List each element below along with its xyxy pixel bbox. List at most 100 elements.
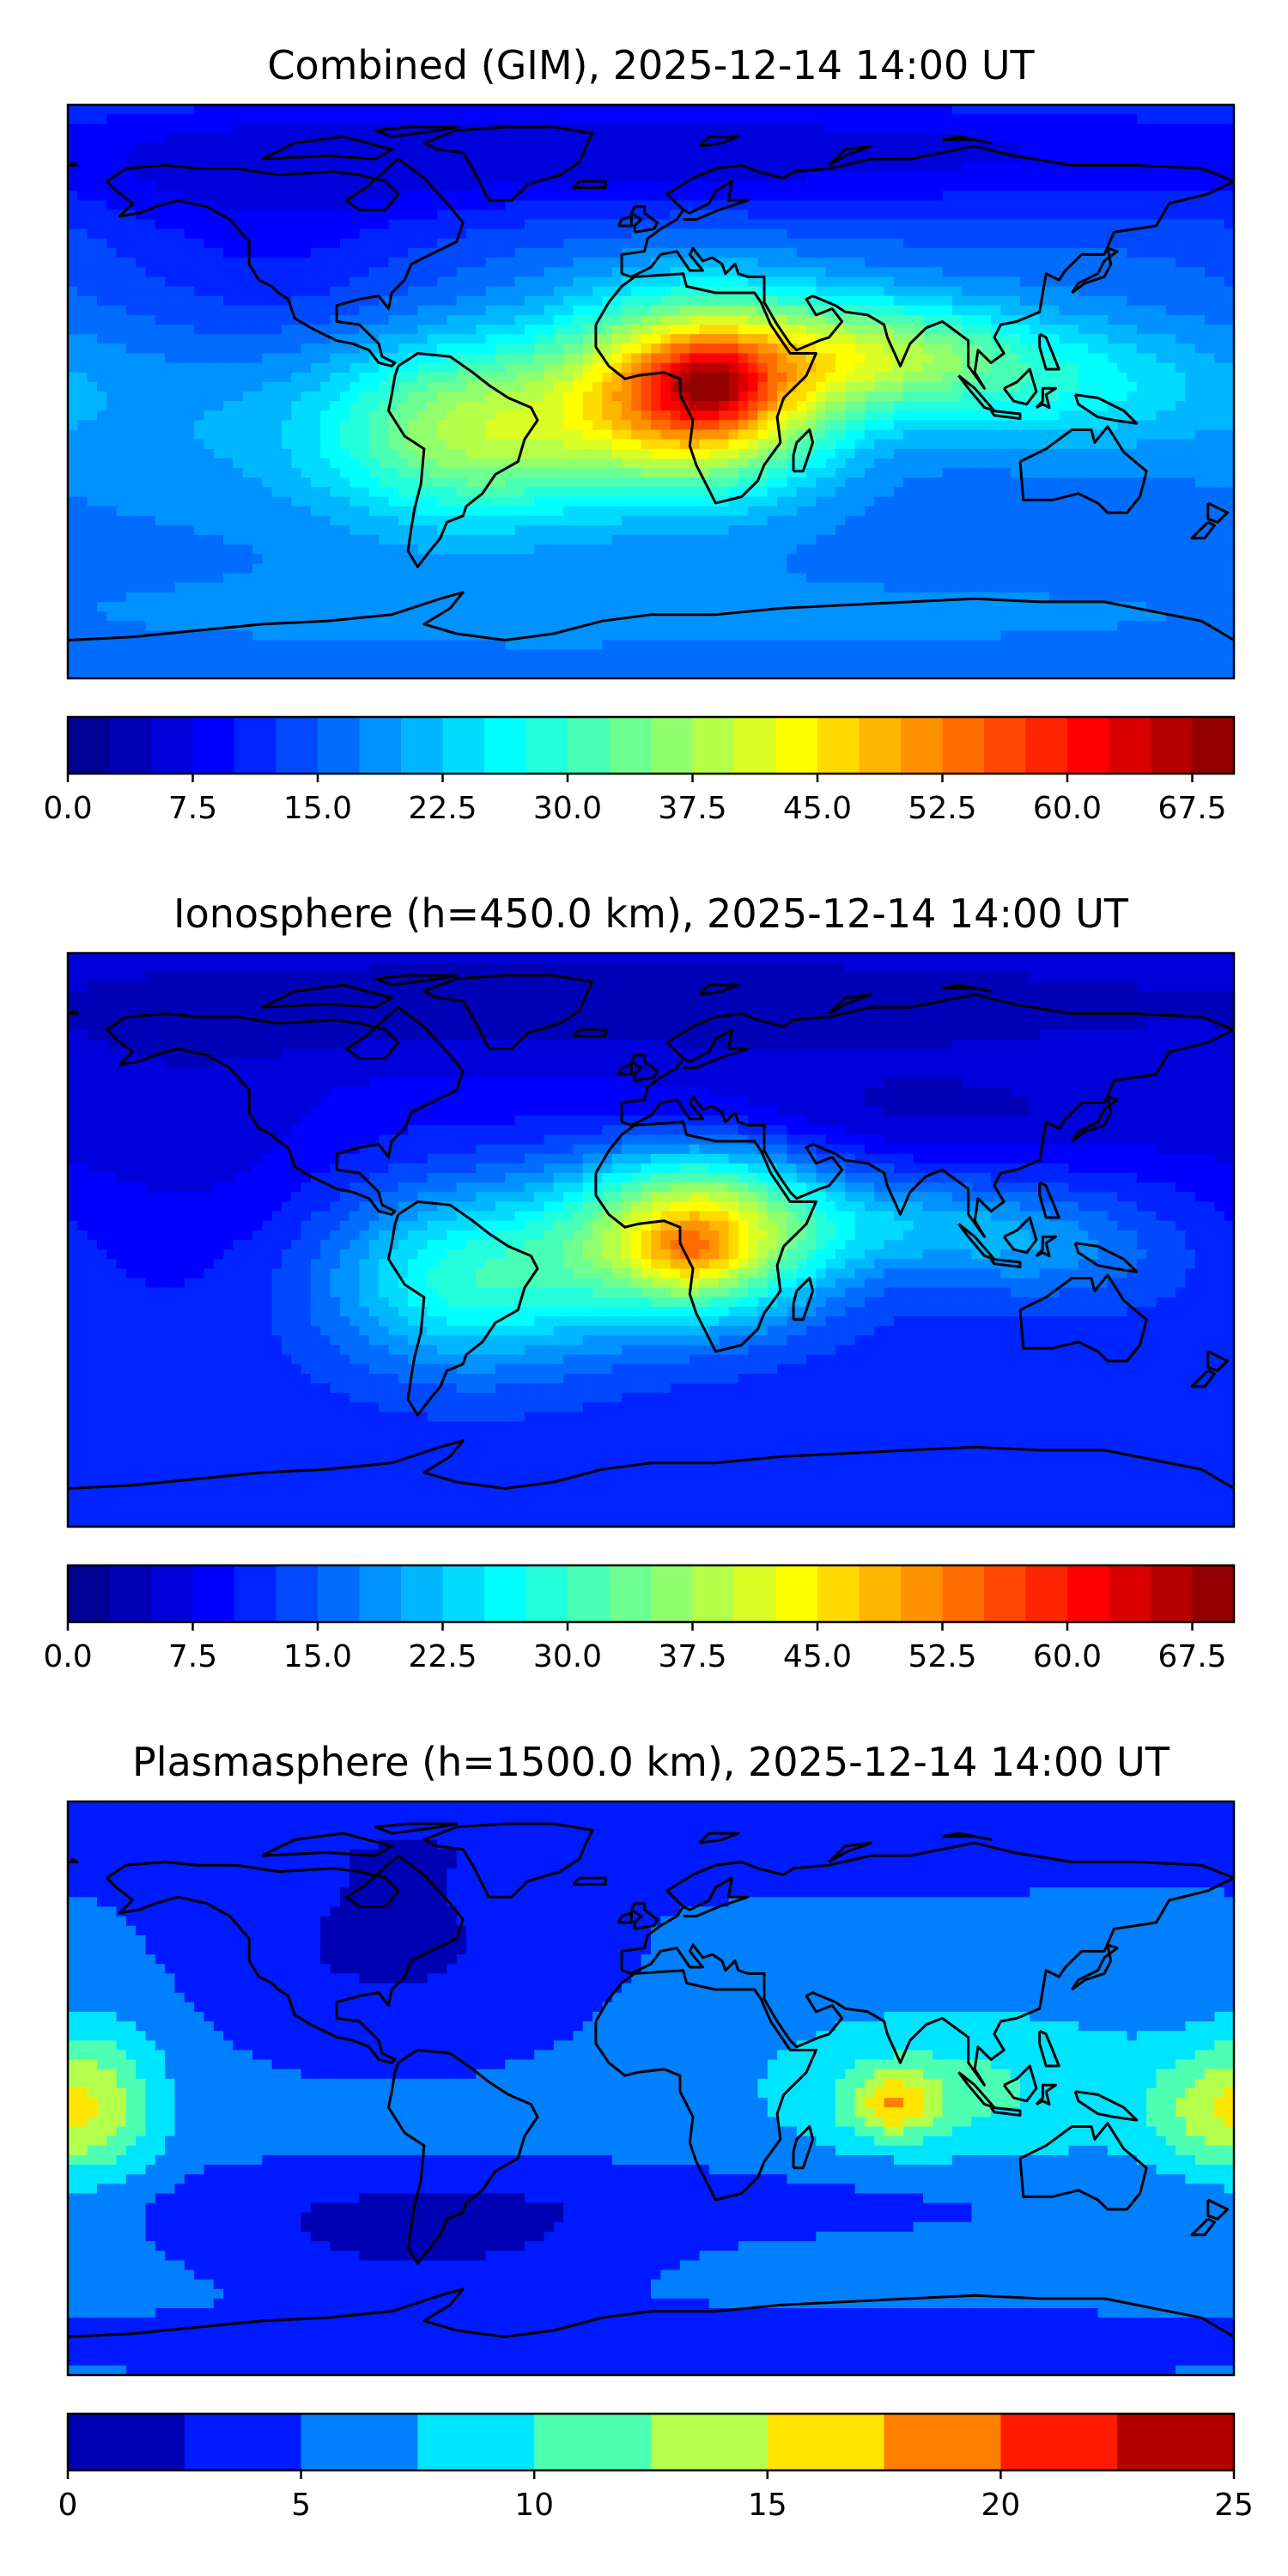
field-cell (1107, 286, 1118, 297)
field-cell (320, 420, 331, 431)
field-cell (699, 152, 710, 163)
field-cell (534, 114, 545, 125)
field-cell (951, 325, 963, 335)
field-cell (1127, 372, 1138, 383)
field-cell (1059, 458, 1070, 469)
field-cell (592, 477, 604, 488)
field-cell (951, 305, 963, 316)
field-cell (465, 381, 477, 392)
field-cell (291, 171, 302, 182)
field-cell (874, 362, 885, 374)
field-cell (87, 334, 98, 344)
field-cell (1185, 401, 1196, 411)
field-cell (690, 114, 701, 125)
field-cell (1097, 181, 1109, 191)
field-cell (252, 191, 263, 201)
field-cell (320, 267, 331, 277)
field-cell (1205, 305, 1215, 316)
field-cell (816, 420, 827, 431)
field-cell (933, 392, 944, 402)
field-cell (708, 334, 720, 344)
field-cell (1194, 353, 1206, 364)
field-cell (1030, 477, 1041, 488)
field-cell (271, 181, 283, 191)
field-cell (563, 248, 574, 258)
field-cell (125, 181, 137, 191)
field-cell (1039, 314, 1050, 325)
field-cell (1107, 143, 1118, 154)
field-cell (349, 248, 361, 258)
field-cell (368, 258, 380, 268)
field-cell (835, 295, 846, 307)
field-cell (408, 161, 418, 173)
field-cell (1088, 477, 1099, 488)
field-cell (631, 161, 642, 173)
field-cell (204, 448, 215, 459)
field-cell (291, 458, 302, 469)
field-cell (981, 181, 992, 191)
field-cell (310, 487, 321, 498)
field-cell (125, 105, 137, 115)
field-cell (379, 228, 390, 240)
field-cell (1205, 248, 1215, 258)
field-cell (777, 181, 788, 191)
field-cell (339, 401, 350, 411)
field-cell (204, 295, 215, 307)
field-cell (767, 314, 778, 325)
field-cell (1097, 448, 1109, 459)
field-cell (1000, 362, 1012, 374)
field-cell (660, 325, 671, 335)
field-cell (320, 392, 331, 402)
field-cell (602, 286, 613, 297)
field-cell (514, 200, 526, 211)
field-cell (252, 429, 263, 440)
field-cell (339, 143, 350, 154)
field-cell (1039, 420, 1050, 431)
field-cell (271, 276, 283, 288)
field-cell (1078, 238, 1089, 249)
field-cell (893, 362, 904, 374)
field-cell (223, 420, 234, 431)
field-cell (1205, 353, 1215, 364)
field-cell (777, 448, 788, 459)
field-cell (1059, 381, 1070, 392)
field-cell (825, 334, 836, 344)
field-cell (641, 305, 652, 316)
field-cell (660, 487, 671, 498)
field-cell (951, 191, 963, 201)
field-cell (1136, 343, 1147, 355)
field-cell (398, 124, 409, 134)
field-cell (339, 286, 350, 297)
field-cell (505, 238, 516, 249)
field-cell (660, 429, 671, 440)
field-cell (262, 238, 273, 249)
field-cell (991, 448, 1001, 459)
field-cell (68, 420, 78, 431)
field-cell (582, 161, 593, 173)
field-cell (728, 105, 739, 115)
field-cell (233, 420, 244, 431)
field-cell (622, 238, 632, 249)
field-cell (368, 114, 380, 125)
field-cell (417, 487, 428, 498)
field-cell (320, 124, 331, 134)
field-cell (242, 276, 253, 288)
field-cell (534, 191, 545, 201)
field-cell (165, 295, 176, 307)
field-cell (903, 314, 914, 325)
field-cell (544, 487, 555, 498)
field-cell (699, 161, 710, 173)
field-cell (1156, 392, 1167, 402)
field-cell (544, 161, 555, 173)
field-cell (845, 314, 856, 325)
field-cell (281, 210, 292, 221)
field-cell (864, 305, 875, 316)
field-cell (1176, 276, 1187, 288)
field-cell (204, 143, 215, 154)
field-cell (213, 343, 224, 355)
field-cell (339, 392, 350, 402)
field-cell (1136, 276, 1147, 288)
field-cell (1185, 448, 1196, 459)
field-cell (738, 420, 749, 431)
field-cell (690, 238, 701, 249)
